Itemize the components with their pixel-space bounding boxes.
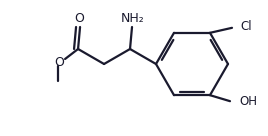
Text: OH: OH	[239, 95, 257, 108]
Text: NH₂: NH₂	[121, 13, 145, 26]
Text: O: O	[74, 13, 84, 26]
Text: Cl: Cl	[240, 20, 252, 33]
Text: O: O	[54, 55, 64, 69]
